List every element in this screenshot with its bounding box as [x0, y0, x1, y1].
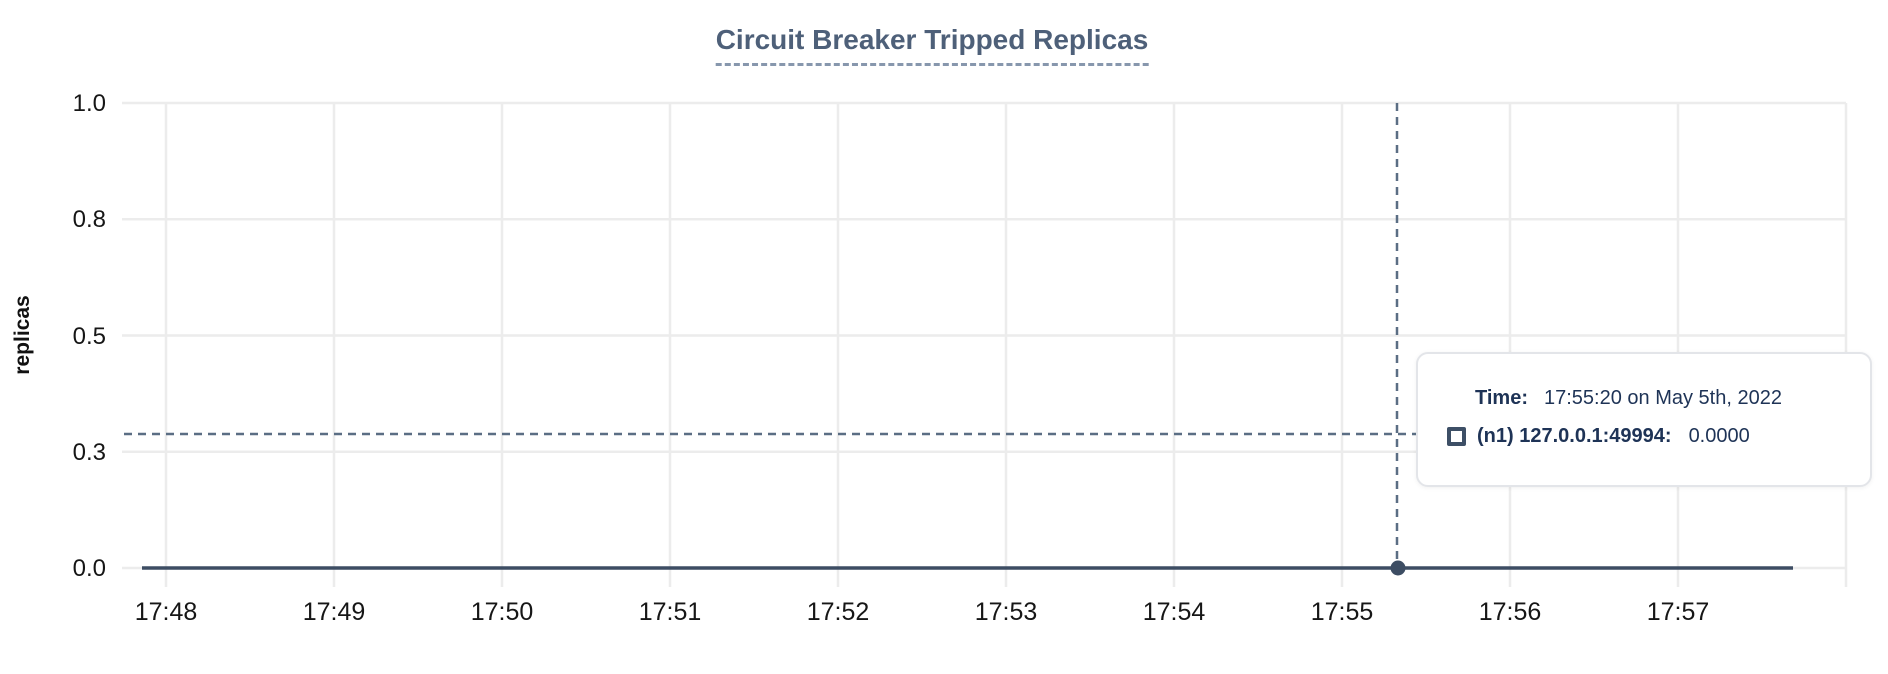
x-tick-label: 17:49 — [303, 598, 366, 626]
series-square-marker-icon — [1447, 427, 1466, 446]
tooltip-time-row: Time: 17:55:20 on May 5th, 2022 — [1475, 387, 1870, 410]
x-tick-label: 17:53 — [975, 598, 1038, 626]
x-tick-label: 17:48 — [135, 598, 198, 626]
tooltip-series-label: (n1) 127.0.0.1:49994: — [1477, 425, 1672, 447]
y-tick-label: 1.0 — [73, 90, 106, 117]
chart-tooltip: Time: 17:55:20 on May 5th, 2022 (n1) 127.… — [1416, 352, 1872, 487]
horizontal-gridlines — [122, 101, 1846, 570]
chart-title[interactable]: Circuit Breaker Tripped Replicas — [715, 24, 1149, 66]
y-axis-tick-labels: 1.0 0.8 0.5 0.3 0.0 — [73, 90, 106, 582]
x-tick-label: 17:51 — [639, 598, 702, 626]
x-axis-tick-labels: 17:48 17:49 17:50 17:51 17:52 17:53 17:5… — [135, 598, 1710, 626]
tooltip-series-value: 0.0000 — [1688, 425, 1750, 447]
y-tick-label: 0.5 — [73, 323, 106, 350]
tooltip-time-label: Time: — [1475, 387, 1528, 409]
y-tick-label: 0.0 — [73, 555, 106, 582]
hovered-data-point[interactable] — [1390, 560, 1406, 576]
x-tick-label: 17:54 — [1143, 598, 1206, 626]
vertical-gridlines — [164, 103, 1848, 587]
x-tick-label: 17:50 — [471, 598, 534, 626]
tooltip-series-row: (n1) 127.0.0.1:49994: 0.0000 — [1447, 425, 1870, 448]
x-tick-label: 17:57 — [1647, 598, 1710, 626]
x-tick-label: 17:52 — [807, 598, 870, 626]
tooltip-time-value: 17:55:20 on May 5th, 2022 — [1543, 387, 1782, 409]
y-axis-label: replicas — [11, 295, 34, 374]
x-tick-label: 17:56 — [1479, 598, 1542, 626]
y-tick-label: 0.3 — [73, 439, 106, 466]
x-tick-label: 17:55 — [1311, 598, 1374, 626]
y-tick-label: 0.8 — [73, 206, 106, 233]
